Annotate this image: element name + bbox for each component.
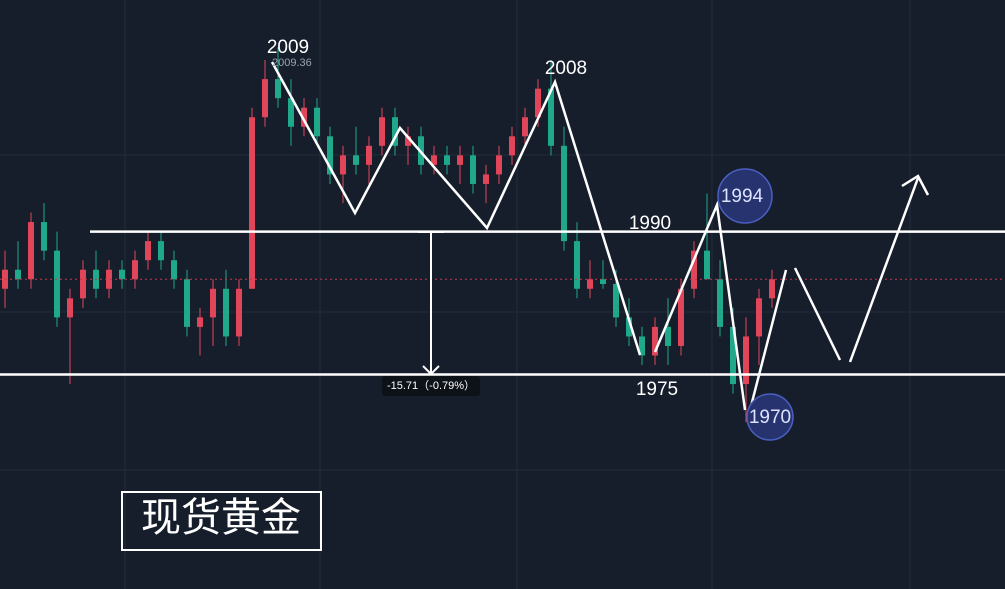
candle-body — [652, 326, 658, 356]
pattern-line — [848, 177, 920, 363]
annotation: 1970 — [749, 407, 791, 428]
candle-body — [743, 336, 749, 385]
title-box — [121, 491, 322, 551]
candle-body — [106, 269, 112, 289]
candle-body — [496, 155, 502, 175]
candle-body — [431, 155, 437, 165]
zigzag — [270, 61, 930, 411]
candle-body — [366, 145, 372, 165]
pattern-line — [793, 267, 842, 361]
levels — [0, 230, 1005, 376]
candles — [0, 47, 1005, 423]
annotation: 1990 — [629, 213, 671, 234]
candle-body — [262, 79, 268, 118]
candle-body — [80, 269, 86, 299]
candle-body — [691, 250, 697, 289]
chart-title: 现货黄金 — [141, 495, 301, 540]
candle-body — [457, 155, 463, 165]
candle-body — [249, 117, 255, 289]
marker-circle — [746, 393, 794, 441]
candle-body — [340, 155, 346, 175]
candle-body — [392, 117, 398, 146]
candle-body — [600, 279, 606, 285]
candle-body — [223, 288, 229, 337]
candle-body — [197, 317, 203, 327]
measure-arrow — [422, 365, 440, 376]
annotation: 2009.36 — [272, 57, 312, 69]
candle-body — [470, 155, 476, 184]
candle-body — [54, 250, 60, 318]
candle-body — [756, 298, 762, 337]
annotation: 2009 — [267, 37, 309, 58]
candle-body — [210, 288, 216, 318]
pattern-line — [653, 200, 747, 411]
candle-body — [639, 336, 645, 356]
candle-body — [561, 145, 567, 242]
annotation: 1994 — [721, 186, 764, 207]
candle-body — [379, 117, 385, 146]
candle-body — [67, 298, 73, 318]
annotation: 2008 — [545, 58, 587, 79]
measure-box — [382, 376, 480, 396]
candle-body — [158, 241, 164, 261]
candle-body — [184, 279, 190, 327]
measure-label: -15.71（-0.79%） — [387, 379, 475, 392]
measure — [418, 231, 444, 376]
candle-body — [769, 279, 775, 299]
candle-body — [717, 279, 723, 327]
candle-body — [613, 284, 619, 318]
candle-body — [15, 269, 21, 280]
candle-body — [353, 155, 359, 165]
candle-body — [119, 269, 125, 280]
candle-body — [626, 317, 632, 337]
candle-body — [678, 288, 684, 346]
candle-body — [509, 136, 515, 156]
pattern-line — [270, 61, 642, 356]
candle-body — [314, 107, 320, 137]
candle-body — [275, 79, 281, 99]
candle-body — [665, 326, 671, 346]
candle-body — [405, 136, 411, 146]
candle-body — [236, 288, 242, 337]
pattern-line — [748, 269, 788, 411]
annotation: 1975 — [636, 379, 678, 400]
candle-body — [444, 155, 450, 165]
candle-body — [132, 260, 138, 280]
candle-body — [730, 326, 736, 385]
marker-circle — [717, 168, 773, 224]
candle-body — [574, 241, 580, 289]
candle-body — [327, 136, 333, 175]
candle-body — [288, 98, 294, 127]
candle-body — [301, 107, 307, 127]
candle-body — [535, 88, 541, 118]
candle-body — [145, 241, 151, 261]
candle-body — [41, 222, 47, 251]
candle-body — [28, 222, 34, 280]
candle-body — [587, 279, 593, 289]
candle-body — [522, 117, 528, 137]
candle-body — [171, 260, 177, 280]
arrow-head — [901, 174, 930, 196]
candle-body — [548, 88, 554, 146]
candle-body — [704, 250, 710, 280]
candle-body — [483, 174, 489, 184]
